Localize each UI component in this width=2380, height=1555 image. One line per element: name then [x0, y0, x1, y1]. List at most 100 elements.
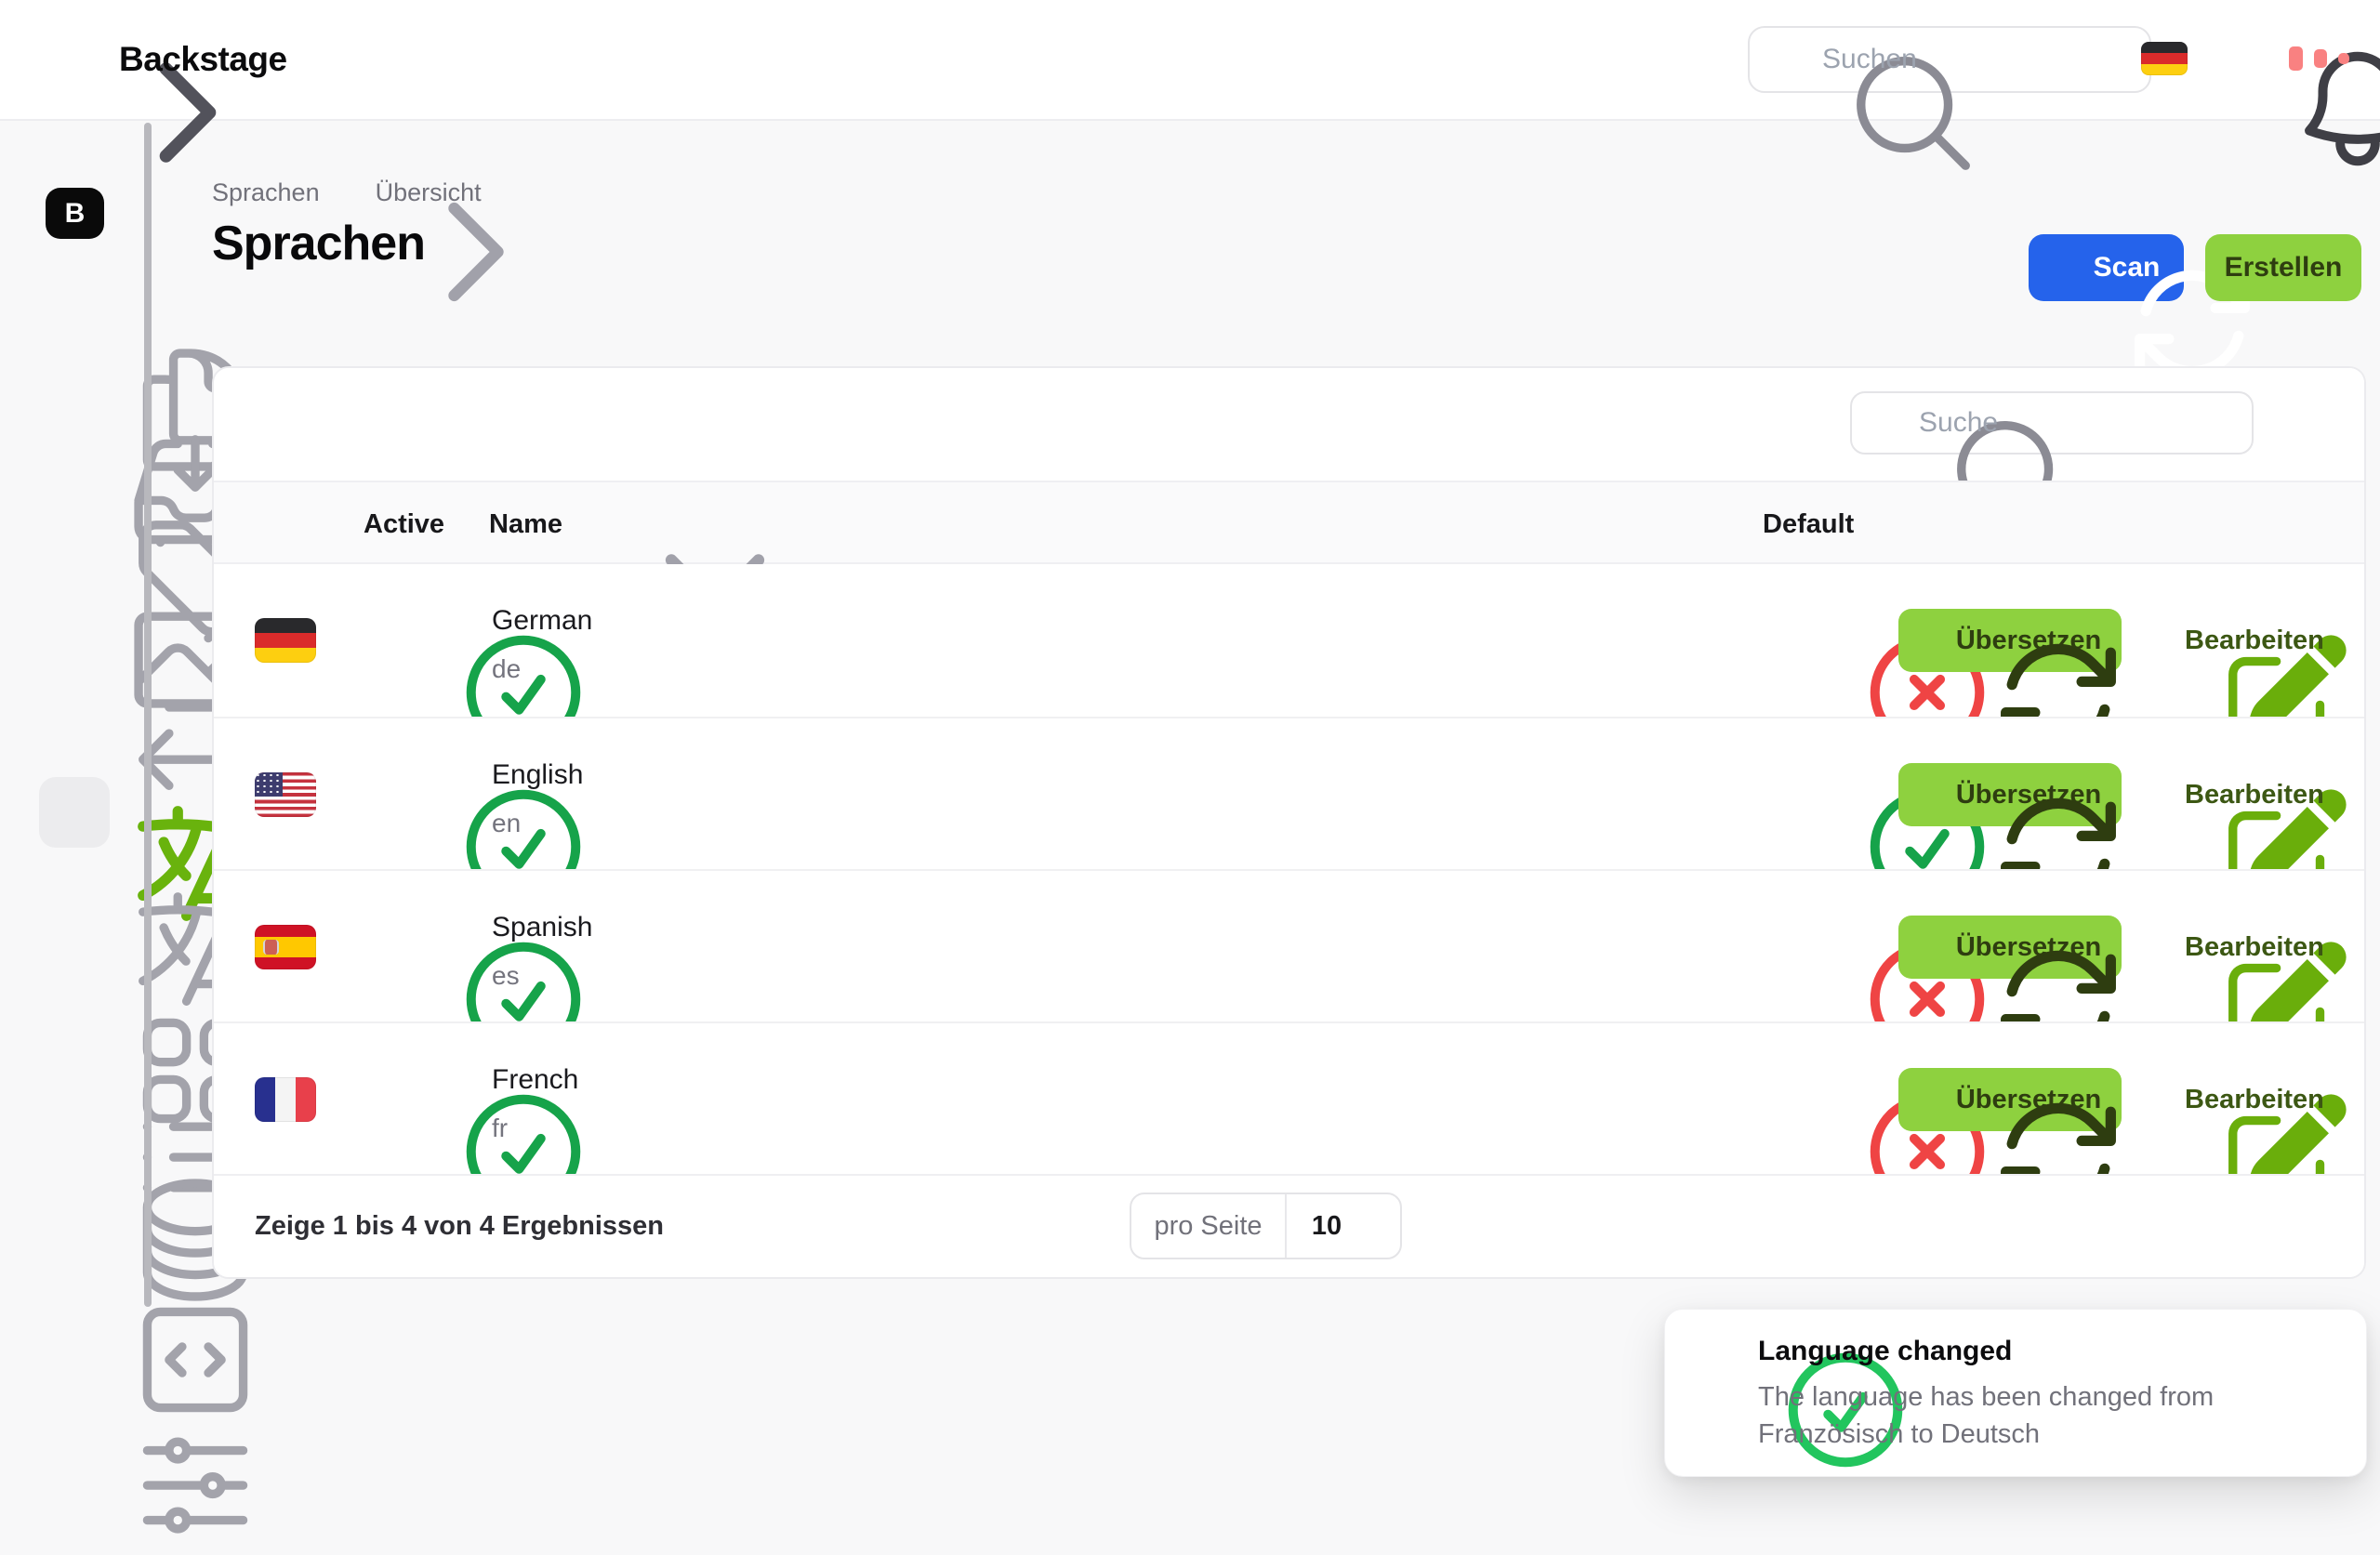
- table-row: French fr Übersetzen Bearbeiten: [214, 1021, 2364, 1174]
- table-toolbar: [214, 368, 2364, 481]
- translate-button-label: Übersetzen: [1955, 779, 2102, 810]
- sidebar-item-languages[interactable]: [56, 794, 93, 831]
- signal-bars-logo-icon: [2289, 37, 2349, 80]
- toast-title: Language changed: [1758, 1336, 2013, 1366]
- per-page-label: pro Seite: [1131, 1194, 1287, 1258]
- active-check-circle-icon[interactable]: [384, 1082, 419, 1117]
- chevron-down-icon: [575, 512, 600, 536]
- active-check-circle-icon[interactable]: [384, 929, 419, 965]
- table-row: English en Übersetzen Bearbeiten: [214, 717, 2364, 869]
- scan-button-label: Scan: [2093, 252, 2161, 283]
- germany-flag-icon: [255, 618, 316, 663]
- close-icon[interactable]: [2329, 1343, 2357, 1371]
- edit-link[interactable]: Bearbeiten: [2146, 613, 2324, 668]
- refresh-icon: [2053, 254, 2082, 283]
- table-row: Spanish es Übersetzen Bearbeiten: [214, 869, 2364, 1021]
- default-x-circle-icon[interactable]: [1788, 1082, 1823, 1117]
- create-button[interactable]: Erstellen: [2205, 234, 2361, 301]
- toast-message: The language has been changed from Franz…: [1758, 1382, 2215, 1449]
- sidebar-item-apps[interactable]: [56, 1001, 93, 1038]
- active-check-circle-icon[interactable]: [384, 777, 419, 812]
- breadcrumb-root-link[interactable]: Sprachen: [212, 178, 320, 206]
- sidebar-item-documents[interactable]: [56, 340, 93, 377]
- column-header-default: Default: [1763, 508, 1855, 539]
- column-header-name-label: Name: [489, 508, 562, 539]
- usa-flag-icon: [255, 772, 316, 817]
- table-search-input[interactable]: [1919, 407, 2229, 439]
- translate-button-label: Übersetzen: [1955, 1084, 2102, 1114]
- scan-button[interactable]: Scan: [2029, 234, 2184, 301]
- column-header-active: Active: [364, 508, 445, 539]
- pencil-square-icon: [2146, 781, 2175, 810]
- edit-link-label: Bearbeiten: [2185, 625, 2324, 655]
- sidebar-active-highlight: [39, 777, 110, 848]
- sidebar-item-inbox[interactable]: [56, 422, 93, 459]
- translate-button[interactable]: Übersetzen: [1898, 916, 2122, 979]
- france-flag-icon: [255, 1077, 316, 1122]
- topbar: Backstage: [0, 0, 2380, 121]
- backstage-app: Backstage B Sprachen: [0, 0, 2380, 1487]
- per-page-select[interactable]: pro Seite 10: [1130, 1193, 1402, 1259]
- language-code: fr: [492, 1114, 509, 1142]
- workspace: B Sprachen Übersicht Sprachen Scan Erste…: [0, 121, 2380, 1487]
- translate-button[interactable]: Übersetzen: [1898, 609, 2122, 672]
- sidebar-item-translations[interactable]: [56, 879, 93, 916]
- column-header-name[interactable]: Name: [489, 482, 600, 566]
- sidebar-item-media[interactable]: [56, 590, 93, 627]
- search-icon: [1874, 408, 1904, 438]
- table-search[interactable]: [1850, 391, 2254, 455]
- language-name: Spanish: [492, 912, 593, 942]
- notifications-bell-icon[interactable]: [2218, 39, 2259, 80]
- edit-link[interactable]: Bearbeiten: [2146, 767, 2324, 823]
- results-summary: Zeige 1 bis 4 von 4 Ergebnissen: [255, 1211, 664, 1241]
- translate-button-label: Übersetzen: [1955, 625, 2102, 655]
- edit-link[interactable]: Bearbeiten: [2146, 1072, 2324, 1127]
- refresh-icon: [1919, 934, 1946, 961]
- refresh-icon: [1919, 782, 1946, 809]
- toggle-columns-icon[interactable]: [2281, 405, 2319, 442]
- search-icon: [1774, 44, 1805, 75]
- germany-flag-icon: [2141, 42, 2188, 75]
- default-check-circle-icon[interactable]: [1788, 777, 1823, 812]
- app-title: Backstage: [119, 40, 287, 78]
- translate-button-label: Übersetzen: [1955, 931, 2102, 962]
- table-row: German de Übersetzen Bearbeiten: [214, 564, 2364, 717]
- refresh-icon: [1919, 1087, 1946, 1114]
- edit-link[interactable]: Bearbeiten: [2146, 919, 2324, 975]
- spain-flag-icon: [255, 925, 316, 969]
- sidebar-item-database[interactable]: [56, 1170, 93, 1207]
- pencil-square-icon: [2146, 626, 2175, 655]
- global-search[interactable]: [1748, 26, 2151, 93]
- sidebar-expand-button[interactable]: [48, 43, 84, 78]
- sidebar-logo[interactable]: B: [46, 188, 104, 239]
- edit-link-label: Bearbeiten: [2185, 779, 2324, 810]
- language-name: English: [492, 759, 584, 790]
- sidebar-item-settings[interactable]: [56, 1416, 93, 1453]
- sidebar-item-lists[interactable]: [56, 1087, 93, 1125]
- chevron-down-icon: [1353, 1215, 1375, 1237]
- sidebar-scrollbar[interactable]: [144, 123, 152, 1307]
- sidebar-item-transfers[interactable]: [56, 664, 93, 701]
- translate-button[interactable]: Übersetzen: [1898, 1068, 2122, 1131]
- default-x-circle-icon[interactable]: [1788, 929, 1823, 965]
- table-header: Active Name Default: [214, 481, 2364, 564]
- language-code: de: [492, 654, 522, 683]
- create-button-label: Erstellen: [2224, 252, 2343, 283]
- toast-notification: Language changed The language has been c…: [1664, 1309, 2367, 1477]
- success-check-circle-icon: [1706, 1340, 1745, 1379]
- edit-link-label: Bearbeiten: [2185, 931, 2324, 962]
- pencil-square-icon: [2146, 933, 2175, 962]
- default-x-circle-icon[interactable]: [1788, 623, 1823, 658]
- translate-button[interactable]: Übersetzen: [1898, 763, 2122, 826]
- breadcrumb: Sprachen Übersicht: [212, 178, 482, 207]
- language-name: French: [492, 1064, 579, 1095]
- active-check-circle-icon[interactable]: [384, 623, 419, 658]
- sidebar-item-tags[interactable]: [56, 507, 93, 545]
- language-code: es: [492, 961, 520, 990]
- refresh-icon: [1919, 627, 1946, 654]
- sidebar-item-code[interactable]: [56, 1290, 93, 1327]
- per-page-value: 10: [1311, 1210, 1342, 1241]
- breadcrumb-current: Übersicht: [375, 178, 482, 206]
- global-search-input[interactable]: [1822, 44, 2125, 75]
- language-switcher-button[interactable]: [2141, 42, 2188, 75]
